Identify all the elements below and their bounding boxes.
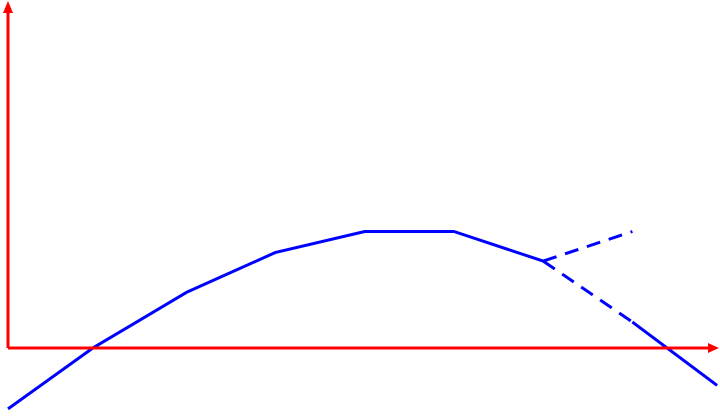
dashed-branch-line [542, 230, 633, 263]
dashed-branch-line [542, 259, 634, 324]
curve-layer [7, 230, 718, 411]
curve-line [7, 230, 544, 411]
curve-line [631, 320, 718, 387]
x-axis-arrowhead [708, 343, 719, 354]
y-axis-arrowhead [3, 1, 13, 13]
axes-layer [3, 1, 719, 354]
